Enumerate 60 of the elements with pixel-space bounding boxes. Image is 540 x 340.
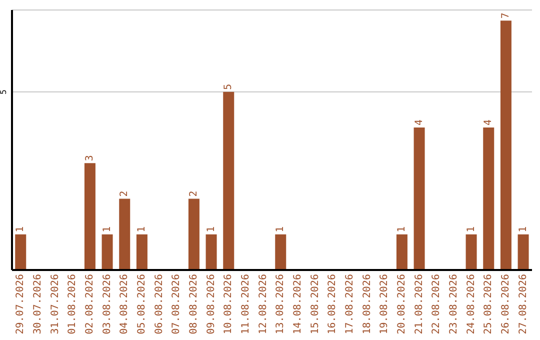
bar bbox=[119, 198, 130, 270]
x-tick-label: 23.08.2026 bbox=[448, 274, 460, 334]
x-tick-label: 02.08.2026 bbox=[84, 274, 96, 334]
data-label: 1 bbox=[518, 226, 529, 232]
data-label: 1 bbox=[466, 226, 477, 232]
x-tick-label: 18.08.2026 bbox=[362, 274, 373, 334]
x-tick-label: 04.08.2026 bbox=[119, 274, 130, 334]
x-tick-label: 22.08.2026 bbox=[431, 274, 442, 334]
x-tick-label: 29.07.2026 bbox=[15, 274, 26, 334]
x-tick-label: 09.08.2026 bbox=[206, 274, 217, 334]
bar bbox=[483, 128, 494, 270]
x-tick-label: 14.08.2026 bbox=[292, 274, 304, 334]
x-tick-label: 01.08.2026 bbox=[67, 274, 78, 334]
x-tick-label: 16.08.2026 bbox=[327, 274, 338, 334]
data-label: 4 bbox=[483, 120, 494, 126]
data-label: 1 bbox=[15, 226, 26, 232]
bar bbox=[466, 234, 477, 270]
x-tick-label: 06.08.2026 bbox=[154, 274, 165, 334]
data-label: 1 bbox=[396, 226, 408, 232]
bar bbox=[15, 234, 26, 270]
bar bbox=[206, 234, 217, 270]
x-tick-label: 20.08.2026 bbox=[396, 274, 408, 334]
x-tick-label: 11.08.2026 bbox=[240, 274, 252, 334]
x-tick-label: 24.08.2026 bbox=[466, 274, 477, 334]
x-tick-label: 03.08.2026 bbox=[102, 274, 113, 334]
x-tick-label: 26.08.2026 bbox=[500, 274, 512, 334]
data-label: 5 bbox=[223, 84, 234, 90]
bar bbox=[414, 128, 425, 270]
bar bbox=[102, 234, 113, 270]
bar bbox=[396, 234, 408, 270]
x-tick-label: 17.08.2026 bbox=[344, 274, 356, 334]
x-tick-label: 30.07.2026 bbox=[32, 274, 44, 334]
x-tick-label: 15.08.2026 bbox=[310, 274, 321, 334]
x-tick-label: 12.08.2026 bbox=[258, 274, 269, 334]
x-tick-label: 08.08.2026 bbox=[188, 274, 200, 334]
data-label: 4 bbox=[414, 120, 425, 126]
data-label: 2 bbox=[119, 190, 130, 197]
data-label: 7 bbox=[500, 12, 512, 19]
data-label: 1 bbox=[206, 226, 217, 232]
x-tick-label: 05.08.2026 bbox=[136, 274, 148, 334]
x-tick-label: 10.08.2026 bbox=[223, 274, 234, 334]
bar bbox=[136, 234, 148, 270]
data-label: 3 bbox=[84, 155, 96, 162]
x-tick-label: 25.08.2026 bbox=[483, 274, 494, 334]
x-tick-label: 19.08.2026 bbox=[379, 274, 390, 334]
bar bbox=[84, 163, 96, 270]
data-label: 1 bbox=[275, 226, 286, 232]
x-tick-label: 13.08.2026 bbox=[275, 274, 286, 334]
data-label: 2 bbox=[188, 190, 200, 197]
bar bbox=[275, 234, 286, 270]
bar bbox=[223, 92, 234, 270]
bar bbox=[188, 198, 200, 270]
data-label: 1 bbox=[136, 226, 148, 232]
x-tick-label: 31.07.2026 bbox=[50, 274, 61, 334]
bar bbox=[518, 234, 529, 270]
x-tick-label: 27.08.2026 bbox=[518, 274, 529, 334]
x-tick-label: 07.08.2026 bbox=[171, 274, 182, 334]
x-tick-label: 21.08.2026 bbox=[414, 274, 425, 334]
bar bbox=[500, 20, 512, 270]
data-label: 1 bbox=[102, 226, 113, 232]
